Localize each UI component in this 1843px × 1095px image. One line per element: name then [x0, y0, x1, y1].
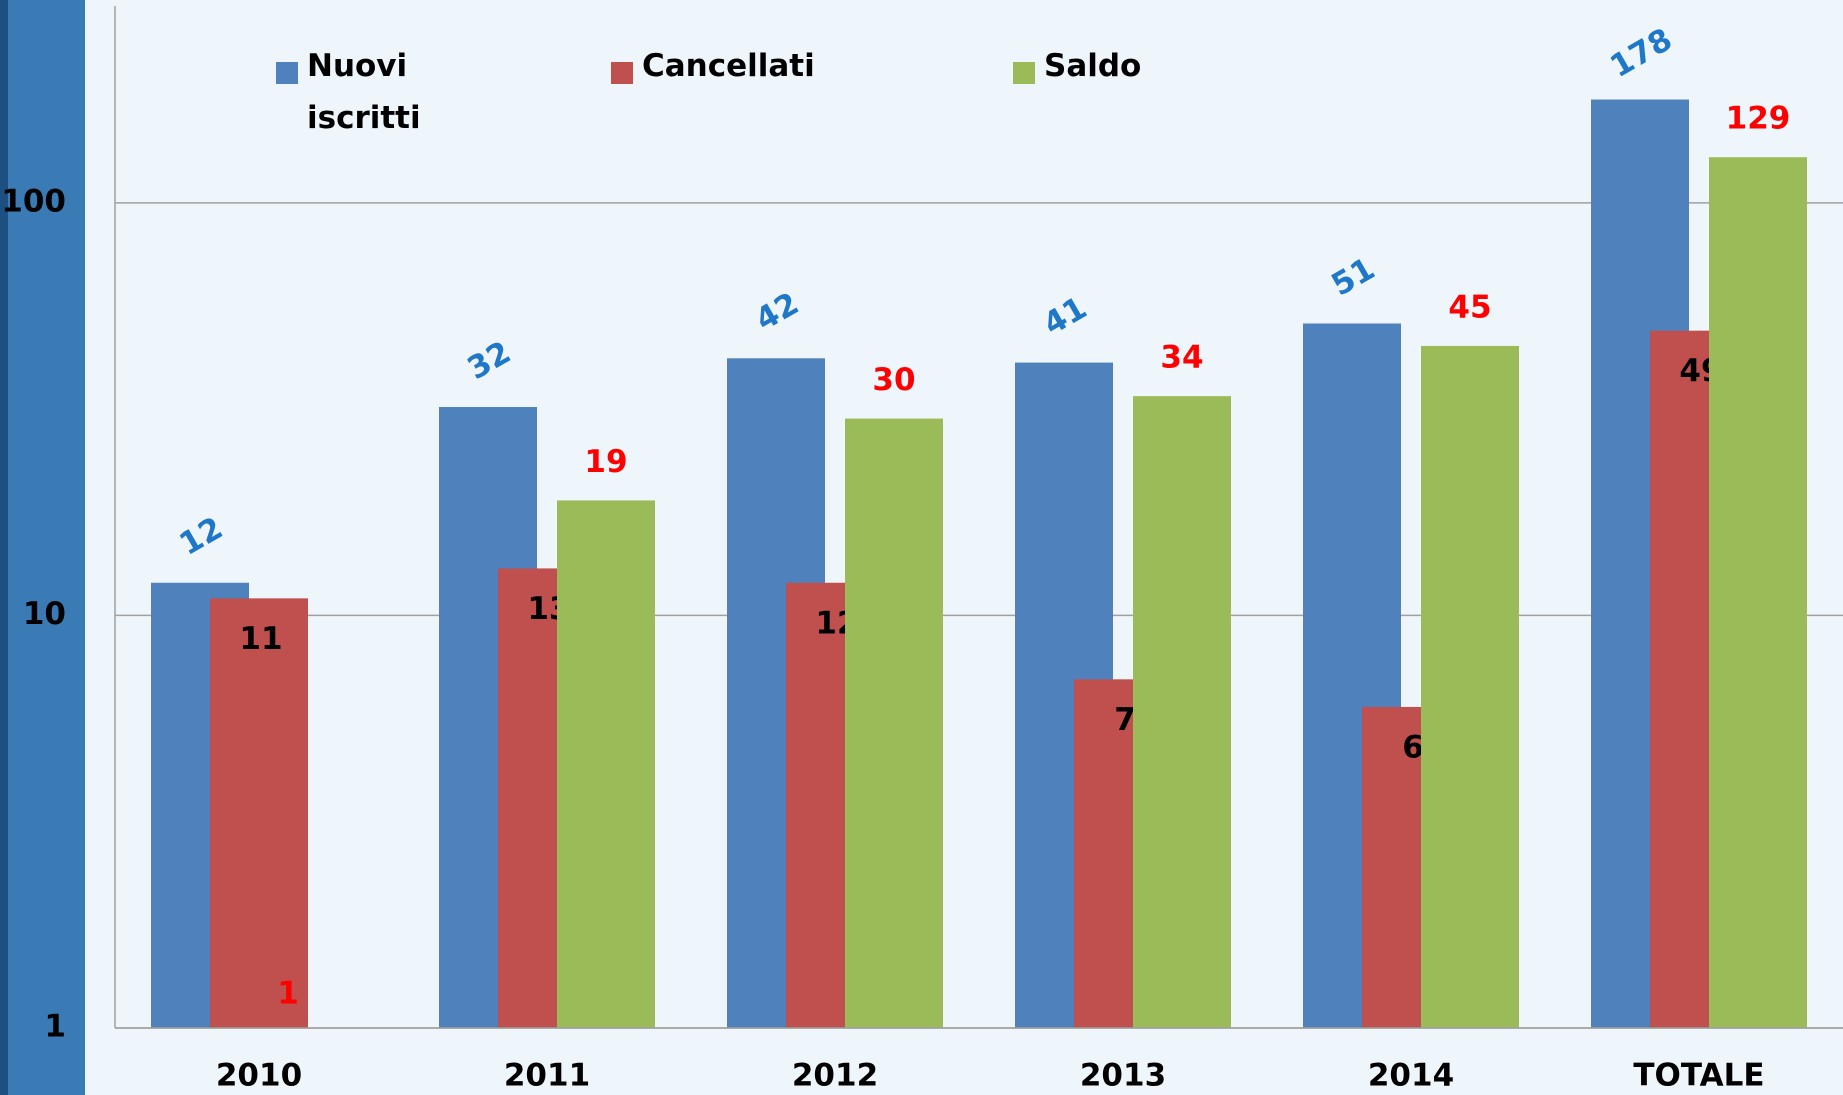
data-label: 7: [1114, 702, 1136, 738]
data-label: 51: [1326, 251, 1381, 304]
data-label: 6: [1402, 729, 1424, 765]
data-label: 11: [239, 621, 282, 657]
legend-swatch: [1013, 62, 1035, 84]
data-label: 30: [872, 362, 915, 398]
side-edge: [0, 0, 8, 1095]
data-label: 12: [174, 510, 229, 563]
bar: [1421, 346, 1519, 1028]
data-label: 1: [277, 976, 299, 1012]
legend-label: Cancellati: [642, 40, 815, 92]
x-tick-label: 2014: [1368, 1058, 1454, 1094]
legend-swatch: [276, 62, 298, 84]
chart: 1 10 100 2010 2011 2012 2013 2014 TOTALE 12 32 42 41…: [0, 0, 1843, 1095]
data-label: 178: [1604, 21, 1678, 85]
x-tick-label: 2012: [792, 1058, 878, 1094]
legend-item: Saldo: [1013, 52, 1141, 92]
x-tick-label: 2010: [216, 1058, 302, 1094]
legend-label: Nuovi iscritti: [307, 40, 437, 144]
y-tick-label: 1: [44, 1009, 66, 1045]
x-tick-label: TOTALE: [1633, 1058, 1764, 1094]
x-tick-label: 2013: [1080, 1058, 1166, 1094]
legend-swatch: [611, 62, 633, 84]
bar: [210, 598, 308, 1028]
legend-item: Nuovi iscritti: [276, 52, 437, 144]
data-label: 19: [584, 444, 627, 480]
data-label: 34: [1160, 340, 1203, 376]
data-label: 41: [1038, 290, 1093, 343]
page: 1 10 100 2010 2011 2012 2013 2014 TOTALE 12 32 42 41…: [0, 0, 1843, 1095]
y-tick-label: 100: [1, 183, 66, 219]
data-label: 129: [1726, 101, 1791, 137]
data-label: 45: [1448, 289, 1491, 325]
bar: [1709, 157, 1807, 1028]
bar: [557, 500, 655, 1028]
bar: [845, 419, 943, 1028]
bar: [1133, 396, 1231, 1028]
x-tick-label: 2011: [504, 1058, 590, 1094]
legend-label: Saldo: [1044, 40, 1141, 92]
y-tick-label: 10: [23, 596, 66, 632]
data-label: 42: [750, 286, 805, 339]
legend-item: Cancellati: [611, 52, 815, 92]
data-label: 32: [462, 334, 517, 387]
side-strip: [0, 0, 85, 1095]
